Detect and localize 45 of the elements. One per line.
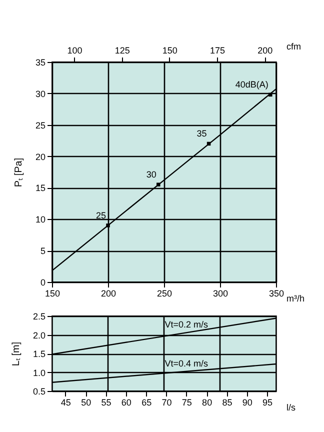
y-tick-label: 0: [40, 278, 46, 288]
x-tick-label: 50: [81, 398, 92, 408]
x-tick-label: 55: [101, 398, 112, 408]
y-tick-label: 5: [40, 246, 46, 256]
x-tick-label: 350: [268, 288, 284, 298]
y-axis-title: Lₜ [m]: [10, 342, 22, 366]
y-tick-label: 35: [35, 58, 46, 68]
x-axis-title: l/s: [286, 402, 296, 412]
series-label: Vt=0.4 m/s: [164, 358, 209, 368]
series-label: Vt=0.2 m/s: [164, 320, 209, 330]
y-tick-label: 1.5: [32, 349, 46, 359]
y-tick-label: 2.5: [32, 312, 46, 322]
y-tick-label: 20: [35, 152, 46, 162]
y-tick-label: 1.0: [32, 368, 46, 378]
annotation: 35: [196, 128, 207, 139]
annotation: 40dB(A): [235, 80, 268, 90]
y-tick-label: 30: [35, 88, 46, 99]
x2-tick-label: 100: [67, 46, 82, 56]
y-tick-label: 10: [35, 214, 46, 225]
y-axis-title: Pₜ [Pa]: [13, 158, 24, 188]
x2-tick-label: 150: [162, 46, 178, 56]
x2-tick-label: 175: [210, 46, 226, 56]
y-tick-label: 0.5: [32, 386, 46, 396]
x-tick-label: 70: [162, 398, 172, 408]
x-axis-title: m³/h: [286, 294, 304, 304]
annotation: 30: [146, 170, 156, 180]
x-tick-label: 90: [242, 398, 252, 408]
x-tick-label: 250: [156, 288, 172, 298]
x-tick-label: 80: [202, 398, 212, 408]
y-tick-label: 15: [35, 183, 46, 194]
x2-axis-title: cfm: [286, 42, 301, 52]
x2-tick-label: 125: [114, 46, 130, 56]
x2-tick-label: 200: [258, 46, 273, 56]
x-tick-label: 95: [262, 398, 273, 408]
x-tick-label: 300: [212, 288, 228, 298]
x-tick-label: 85: [222, 398, 232, 408]
x-tick-label: 75: [182, 398, 192, 408]
annotation: 25: [96, 210, 106, 220]
x-tick-label: 45: [60, 398, 71, 408]
x-tick-label: 200: [100, 288, 116, 298]
y-tick-label: 25: [35, 120, 46, 130]
x-tick-label: 65: [142, 398, 152, 408]
x-tick-label: 150: [44, 288, 60, 298]
x-tick-label: 60: [121, 398, 132, 408]
y-tick-label: 2.0: [32, 330, 46, 340]
